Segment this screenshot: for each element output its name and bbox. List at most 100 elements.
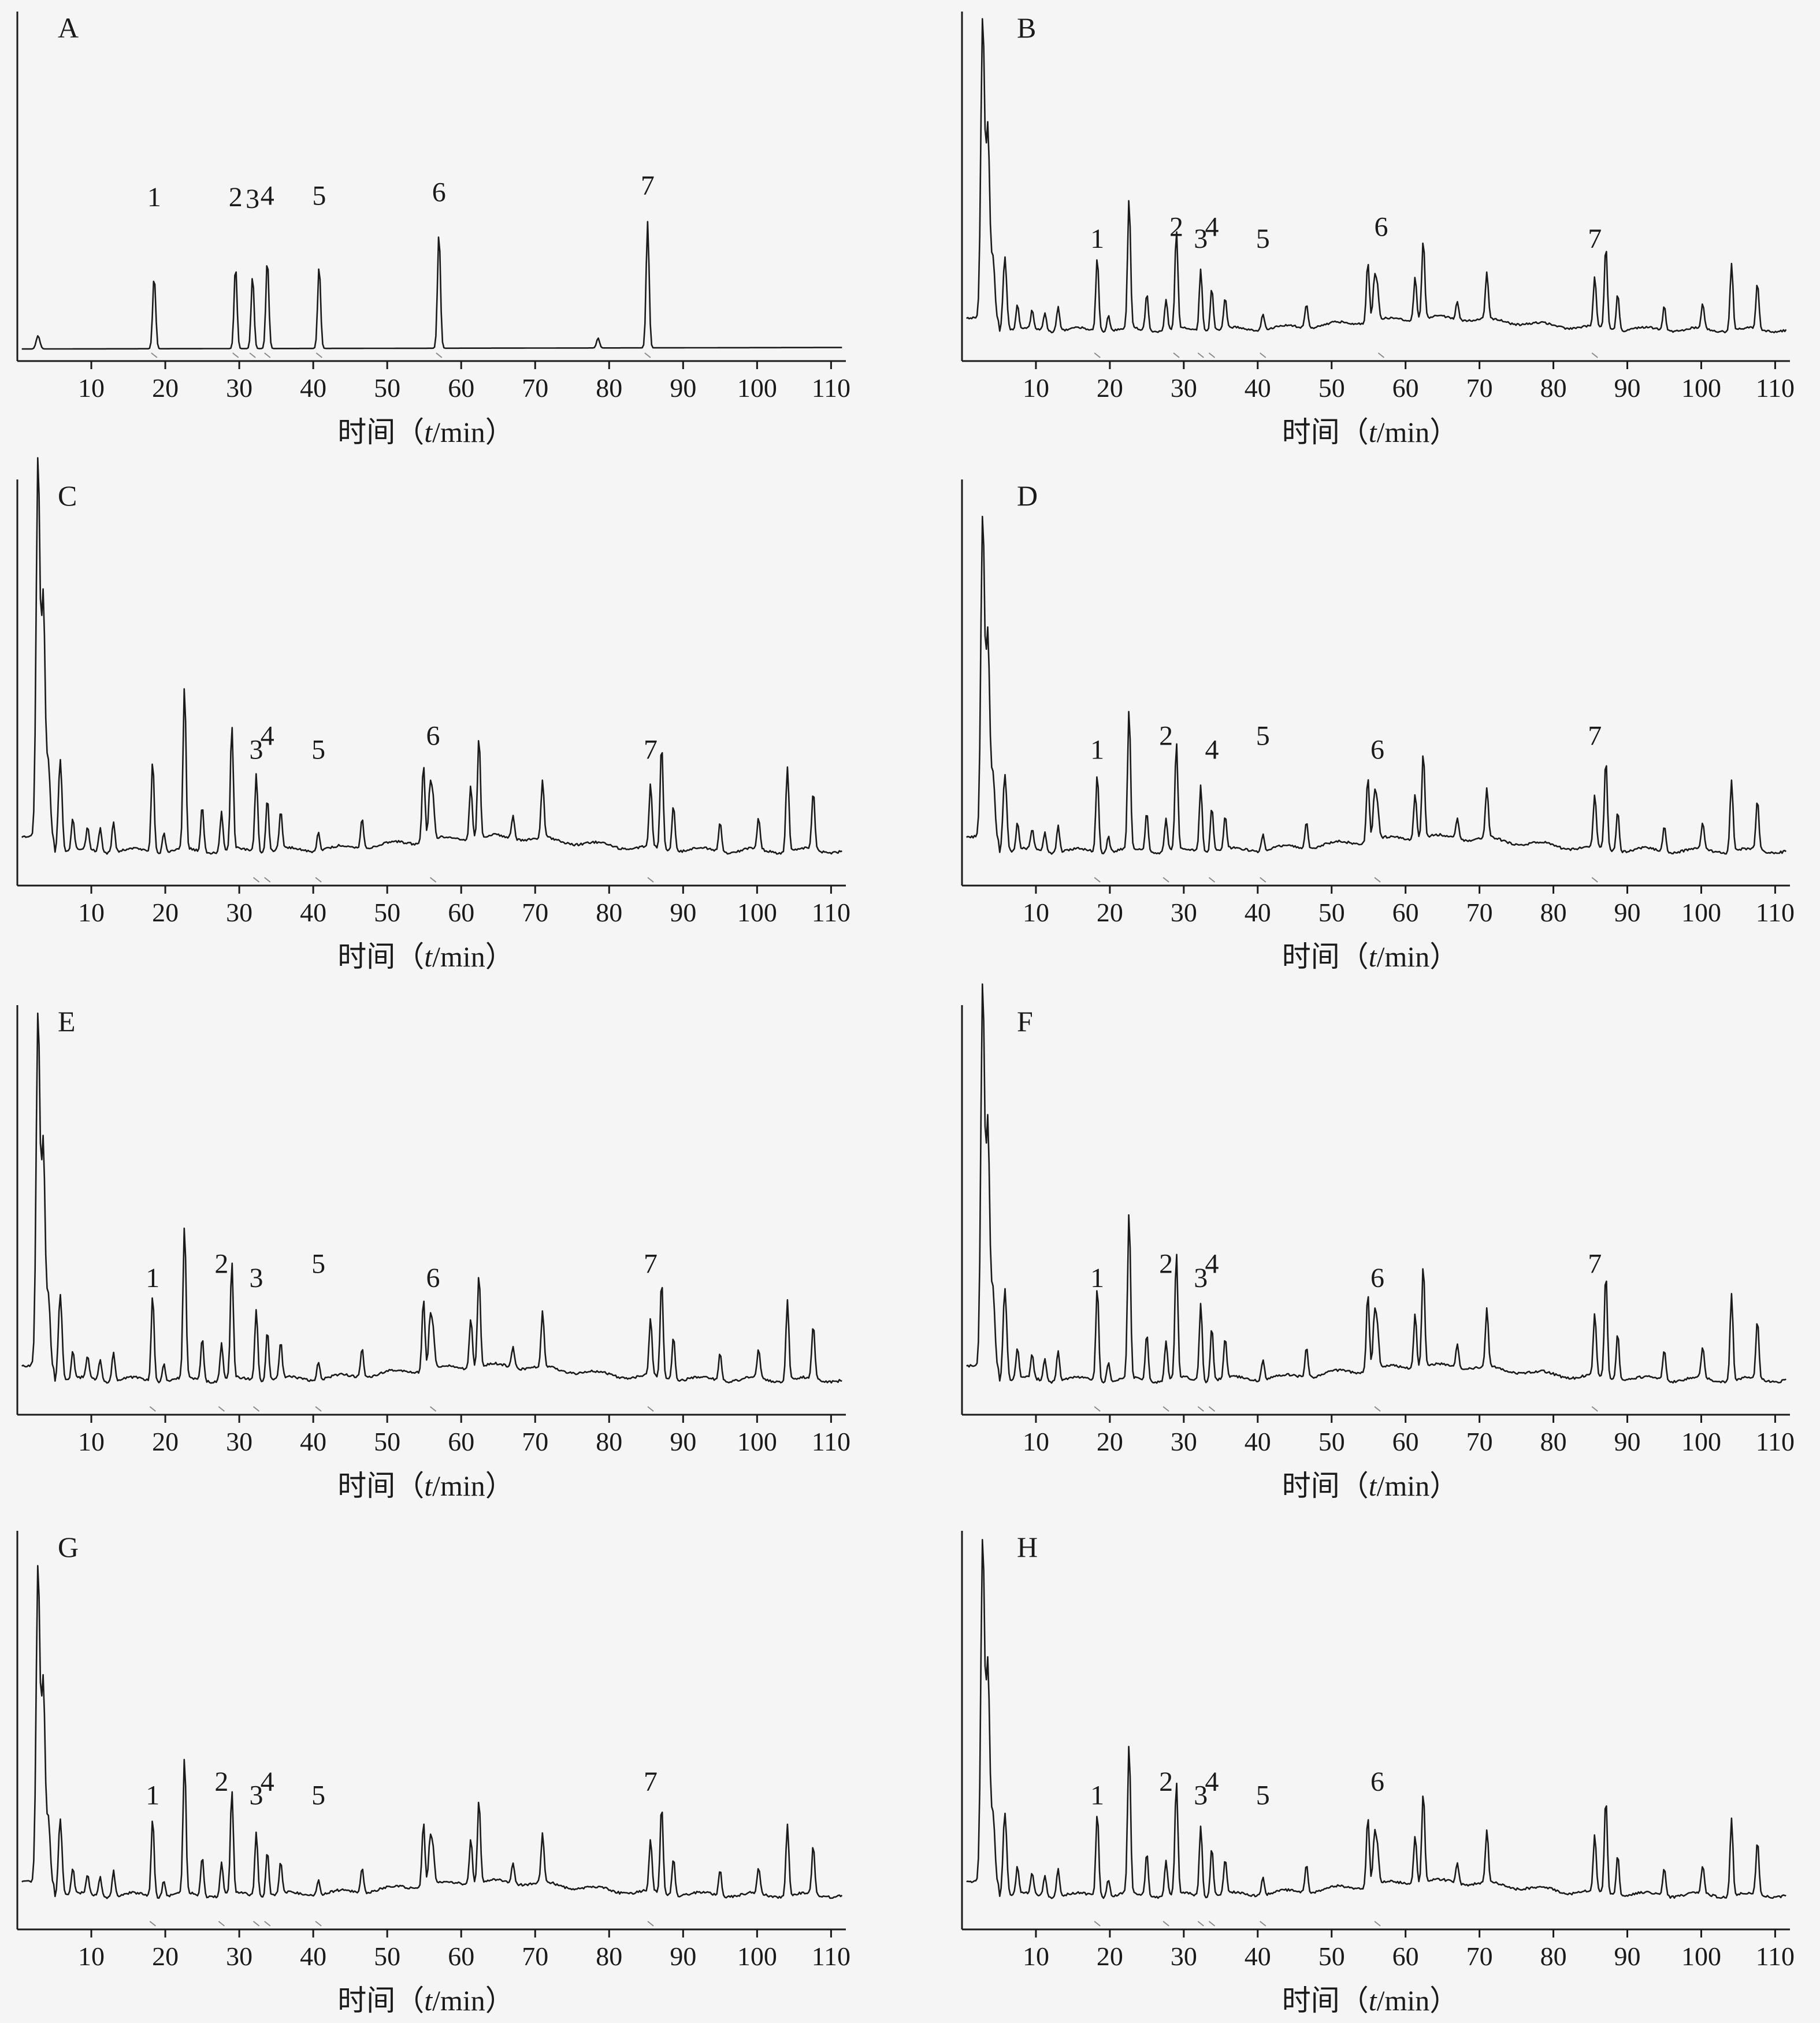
peak-marker	[1377, 352, 1385, 358]
peak-label-6: 6	[426, 720, 440, 751]
panel-letter: D	[1017, 479, 1038, 512]
peak-label-3: 3	[246, 184, 259, 214]
peak-marker	[1260, 1921, 1266, 1927]
panel-E: 10 20 30 40 50 60 70 80 90 100 110 时间（t/min） E 1 2 3 5 6 7	[16, 1005, 850, 1502]
peak-label-4: 4	[261, 1767, 274, 1797]
peak-marker	[429, 877, 437, 883]
x-axis-title-variable: t	[1369, 1470, 1377, 1502]
x-tick-label: 40	[300, 898, 326, 927]
x-tick-label: 30	[1171, 898, 1197, 927]
peak-marker	[264, 352, 271, 358]
peak-label-1: 1	[146, 1780, 159, 1811]
peak-label-6: 6	[426, 1263, 440, 1293]
peak-label-4: 4	[1205, 211, 1219, 242]
x-axis-title: 时间（t/min）	[337, 940, 514, 973]
x-tick-label: 100	[1681, 898, 1721, 927]
x-axis-title: 时间（t/min）	[1282, 416, 1459, 448]
x-tick-label: 20	[152, 898, 179, 927]
x-tick-label: 80	[596, 1942, 622, 1971]
x-tick-label: 20	[1097, 1427, 1123, 1456]
x-tick-label: 100	[737, 898, 777, 927]
x-axis-title: 时间（t/min）	[337, 1470, 514, 1502]
x-tick-label: 80	[596, 1427, 622, 1456]
x-tick-label: 60	[1392, 1427, 1419, 1456]
peak-label-2: 2	[214, 1767, 228, 1797]
panel-C: 10 20 30 40 50 60 70 80 90 100 110 时间（t/min） C 34 5 6 7	[16, 457, 850, 973]
peak-marker	[1162, 1921, 1169, 1927]
x-axis-title-unit: /min）	[1377, 1470, 1459, 1502]
panel-G: 10 20 30 40 50 60 70 80 90 100 110 时间（t/min） G 1 2 34 5 7	[16, 1531, 850, 2017]
peak-label-3: 3	[250, 1780, 263, 1811]
x-axis-title-prefix: 时间（	[337, 1984, 424, 2017]
x-tick-label: 50	[374, 373, 400, 403]
peak-marker	[252, 1406, 260, 1412]
x-axis-title-prefix: 时间（	[1282, 940, 1369, 973]
peak-marker	[232, 352, 239, 358]
peak-marker	[1374, 1921, 1381, 1927]
peak-marker	[315, 1921, 322, 1927]
peak-label-1: 1	[1090, 1780, 1104, 1811]
x-tick-label: 30	[1171, 373, 1197, 403]
peak-marker	[1374, 1406, 1381, 1412]
peak-marker	[647, 877, 654, 883]
x-tick-label: 90	[1614, 1427, 1641, 1456]
peak-marker	[1208, 877, 1216, 883]
x-axis-title: 时间（t/min）	[1282, 1984, 1459, 2017]
x-tick-label: 60	[1392, 373, 1419, 403]
peak-label-5: 5	[311, 734, 325, 765]
x-tick-label: 30	[226, 1427, 252, 1456]
x-axis-title: 时间（t/min）	[1282, 940, 1459, 973]
panel-letter: E	[58, 1005, 76, 1037]
x-tick-label: 30	[1171, 1427, 1197, 1456]
x-axis-title-variable: t	[424, 940, 433, 973]
x-tick-label: 30	[226, 373, 252, 403]
chromatogram-trace	[21, 457, 842, 855]
peak-label-3: 3	[250, 1263, 263, 1293]
peak-label-5: 5	[311, 1780, 325, 1811]
peak-label-2: 2	[214, 1249, 228, 1280]
x-tick-label: 100	[1681, 1942, 1721, 1971]
peak-label-3: 3	[1194, 1263, 1208, 1293]
peak-label-5: 5	[311, 1249, 325, 1280]
x-tick-label: 80	[596, 373, 622, 403]
x-tick-label: 110	[812, 373, 850, 403]
x-axis-title-unit: /min）	[432, 1984, 514, 2017]
peak-label-7: 7	[1588, 224, 1602, 254]
x-tick-label: 50	[1318, 373, 1345, 403]
x-tick-label: 40	[300, 1942, 326, 1971]
peak-label-1: 1	[146, 1263, 159, 1293]
x-tick-label: 40	[300, 373, 326, 403]
x-tick-label: 20	[152, 373, 179, 403]
x-axis-title-unit: /min）	[432, 1470, 514, 1502]
panel-letter: C	[58, 479, 77, 512]
x-axis-title-unit: /min）	[1377, 940, 1459, 973]
peak-marker	[1197, 1406, 1204, 1412]
x-tick-label: 100	[1681, 373, 1721, 403]
x-tick-label: 110	[812, 1942, 850, 1971]
panel-letter: A	[58, 12, 79, 44]
x-axis-title: 时间（t/min）	[337, 416, 514, 448]
peak-marker	[647, 1406, 654, 1412]
x-tick-label: 90	[1614, 1942, 1641, 1971]
peak-marker	[1094, 1921, 1101, 1927]
x-tick-label: 30	[226, 898, 252, 927]
x-tick-label: 20	[1097, 1942, 1123, 1971]
peak-label-4: 4	[1205, 1767, 1219, 1797]
peak-label-7: 7	[644, 1249, 658, 1280]
x-tick-label: 20	[152, 1427, 179, 1456]
x-tick-label: 60	[448, 1942, 474, 1971]
x-tick-label: 90	[670, 373, 696, 403]
peak-label-7: 7	[1588, 1249, 1602, 1280]
x-tick-label: 110	[812, 898, 850, 927]
peak-label-2: 2	[1169, 211, 1183, 242]
peak-marker	[1094, 877, 1101, 883]
x-tick-label: 80	[1540, 1942, 1567, 1971]
peak-label-4: 4	[261, 180, 274, 211]
peak-label-2: 2	[229, 182, 243, 213]
peak-marker	[1173, 352, 1180, 358]
x-axis-title: 时间（t/min）	[337, 1984, 514, 2017]
peak-marker	[1208, 1406, 1216, 1412]
x-tick-label: 30	[226, 1942, 252, 1971]
x-tick-label: 10	[1023, 1942, 1049, 1971]
x-tick-label: 80	[1540, 898, 1567, 927]
